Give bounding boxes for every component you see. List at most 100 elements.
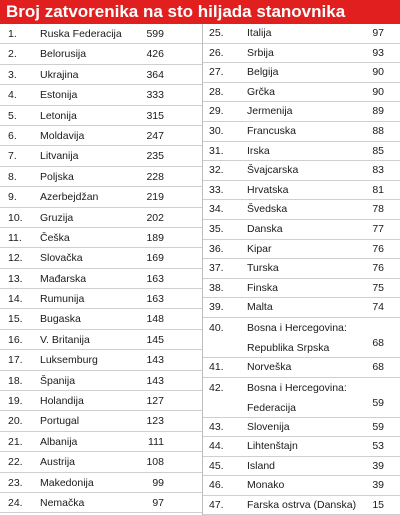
rank-number: 35. bbox=[209, 222, 224, 235]
rank-number: 27. bbox=[209, 66, 224, 79]
table-row: 39. Malta 74 bbox=[203, 298, 400, 318]
rank-number: 39. bbox=[209, 301, 224, 314]
prisoner-rate-value: 78 bbox=[372, 203, 384, 216]
country-name: Nemačka bbox=[40, 496, 85, 509]
country-name: Norveška bbox=[247, 360, 292, 373]
country-name: Estonija bbox=[40, 89, 78, 102]
prisoner-rate-value: 148 bbox=[146, 313, 164, 326]
table-row: 20. Portugal 123 bbox=[0, 411, 202, 432]
table-row: 18. Španija 143 bbox=[0, 371, 202, 392]
rank-number: 15. bbox=[8, 313, 23, 326]
table-row: 36. Kipar 76 bbox=[203, 240, 400, 260]
table-row: 38. Finska 75 bbox=[203, 279, 400, 299]
country-name-line1: Bosna i Hercegovina: bbox=[247, 381, 347, 394]
prisoner-rate-value: 76 bbox=[372, 262, 384, 275]
table-row: 34. Švedska 78 bbox=[203, 200, 400, 220]
prisoner-rate-value: 163 bbox=[146, 293, 164, 306]
prisoner-rate-value: 76 bbox=[372, 242, 384, 255]
prisoner-rate-value: 169 bbox=[146, 252, 164, 265]
table-row: 1. Ruska Federacija 599 bbox=[0, 24, 202, 45]
country-name: Turska bbox=[247, 262, 279, 275]
table-row: 45. Island 39 bbox=[203, 457, 400, 477]
country-name: Švedska bbox=[247, 203, 288, 216]
rank-number: 19. bbox=[8, 395, 23, 408]
prisoner-rate-value: 145 bbox=[146, 333, 164, 346]
country-name: Ruska Federacija bbox=[40, 28, 122, 40]
rank-number: 24. bbox=[8, 496, 23, 509]
rank-number: 17. bbox=[8, 354, 23, 367]
prisoner-rate-value: 15 bbox=[372, 498, 384, 511]
rank-number: 25. bbox=[209, 27, 224, 39]
country-name: Lihtenštajn bbox=[247, 440, 298, 453]
rank-number: 13. bbox=[8, 272, 23, 285]
country-name: V. Britanija bbox=[40, 333, 90, 346]
rank-number: 33. bbox=[209, 183, 224, 196]
table-row: 30. Francuska 88 bbox=[203, 122, 400, 142]
country-name: Bugaska bbox=[40, 313, 81, 326]
country-name: Kipar bbox=[247, 242, 272, 255]
rank-number: 44. bbox=[209, 440, 224, 453]
prisoner-rate-value: 127 bbox=[146, 395, 164, 408]
prisoner-rate-value: 88 bbox=[372, 124, 384, 137]
prisoner-rate-value: 83 bbox=[372, 164, 384, 177]
prisoner-rate-value: 163 bbox=[146, 272, 164, 285]
table-row: 44. Lihtenštajn 53 bbox=[203, 437, 400, 457]
country-name: Monako bbox=[247, 479, 285, 492]
prisoner-rate-value: 219 bbox=[146, 191, 164, 204]
country-name: Gruzija bbox=[40, 211, 74, 224]
table-row: 15. Bugaska 148 bbox=[0, 309, 202, 330]
country-name: Albanija bbox=[40, 435, 78, 448]
prisoner-rate-value: 93 bbox=[372, 46, 384, 59]
country-name: Irska bbox=[247, 144, 270, 157]
prisoner-rate-value: 81 bbox=[372, 183, 384, 196]
country-name-line2: Federacija bbox=[247, 401, 297, 414]
prisoner-rate-value: 39 bbox=[372, 479, 384, 492]
country-name: Švajcarska bbox=[247, 164, 299, 177]
rank-number: 32. bbox=[209, 164, 224, 177]
table-row: 47. Farska ostrva (Danska) 15 bbox=[203, 496, 400, 515]
table-row: 46. Monako 39 bbox=[203, 476, 400, 496]
prisoner-rate-value: 68 bbox=[372, 336, 384, 349]
prisoner-rate-value: 143 bbox=[146, 374, 164, 387]
table-row: 8. Poljska 228 bbox=[0, 167, 202, 188]
country-name: Portugal bbox=[40, 415, 80, 428]
table-row: 24. Nemačka 97 bbox=[0, 493, 202, 514]
prisoner-rate-value: 364 bbox=[146, 68, 164, 81]
prisoner-rate-value: 228 bbox=[146, 170, 164, 183]
prisoner-rate-value: 235 bbox=[146, 150, 164, 163]
country-name: Mađarska bbox=[40, 272, 87, 285]
country-name: Slovenija bbox=[247, 420, 290, 433]
rank-number: 4. bbox=[8, 89, 17, 102]
table-row: 13. Mađarska 163 bbox=[0, 269, 202, 290]
country-name-line2: Republika Srpska bbox=[247, 341, 330, 354]
table-row: 35. Danska 77 bbox=[203, 220, 400, 240]
country-name: Danska bbox=[247, 222, 283, 235]
rank-number: 30. bbox=[209, 124, 224, 137]
table-row: 42. Bosna i Hercegovina: Federacija 59 bbox=[203, 378, 400, 418]
prison-rate-table: 1. Ruska Federacija 599 2. Belorusija 426 3. Uk… bbox=[0, 24, 400, 515]
prisoner-rate-value: 74 bbox=[372, 301, 384, 314]
country-name: Makedonija bbox=[40, 476, 94, 489]
rank-number: 9. bbox=[8, 191, 17, 204]
table-row: 12. Slovačka 169 bbox=[0, 248, 202, 269]
rank-number: 5. bbox=[8, 109, 17, 122]
rank-number: 6. bbox=[8, 129, 17, 142]
country-name: Luksemburg bbox=[40, 354, 98, 367]
rank-number: 7. bbox=[8, 150, 17, 163]
country-name: Malta bbox=[247, 301, 273, 314]
table-row: 28. Grčka 90 bbox=[203, 83, 400, 103]
country-name: Bosna i Hercegovina: Federacija bbox=[247, 378, 367, 418]
prisoner-rate-value: 333 bbox=[146, 89, 164, 102]
country-name: Belgija bbox=[247, 66, 279, 79]
country-name: Azerbejdžan bbox=[40, 191, 99, 204]
prisoner-rate-value: 99 bbox=[152, 476, 164, 489]
country-name: Finska bbox=[247, 281, 278, 294]
country-name: Španija bbox=[40, 374, 76, 387]
rank-number: 20. bbox=[8, 415, 23, 428]
rank-number: 34. bbox=[209, 203, 224, 216]
prisoner-rate-value: 90 bbox=[372, 85, 384, 98]
country-name: Farska ostrva (Danska) bbox=[247, 498, 357, 511]
rank-number: 10. bbox=[8, 211, 23, 224]
table-row: 14. Rumunija 163 bbox=[0, 289, 202, 310]
prisoner-rate-value: 77 bbox=[372, 222, 384, 235]
